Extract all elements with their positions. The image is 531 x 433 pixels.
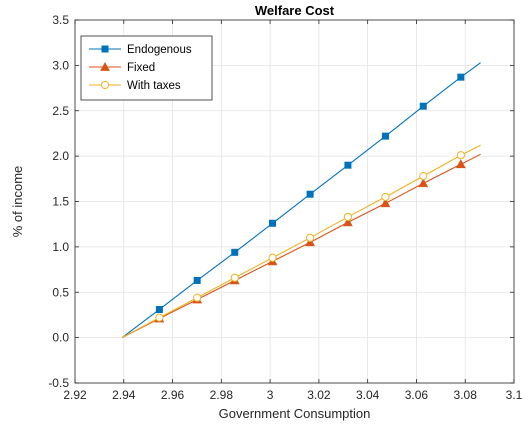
data-point xyxy=(419,171,428,181)
data-point xyxy=(456,151,465,160)
data-point xyxy=(269,219,277,227)
y-tick-label: 2.5 xyxy=(52,104,69,118)
legend: Endogenous Fixed With taxes xyxy=(80,35,213,101)
legend-marker xyxy=(100,80,110,90)
legend-label: Fixed xyxy=(127,62,155,74)
data-point xyxy=(343,217,353,227)
y-tick-label: 3.0 xyxy=(52,58,69,72)
y-tick-label: 1.5 xyxy=(52,195,69,209)
series-layer xyxy=(121,62,481,339)
data-point xyxy=(268,253,277,262)
y-tick-label: 2.0 xyxy=(52,149,69,163)
x-tick-label: 3.04 xyxy=(356,388,380,402)
legend-label: With taxes xyxy=(127,80,181,92)
data-point xyxy=(343,212,353,222)
chart-title: Welfare Cost xyxy=(255,3,335,18)
series-endogenous xyxy=(121,62,481,339)
y-tick-label: 1.0 xyxy=(52,240,69,254)
y-tick-label: 0.5 xyxy=(52,285,69,299)
series-with-taxes xyxy=(121,144,481,339)
legend-marker xyxy=(100,61,110,71)
y-tick-label: -0.5 xyxy=(48,376,69,390)
data-point xyxy=(230,273,239,282)
x-axis-label: Government Consumption xyxy=(219,406,371,421)
data-point xyxy=(193,293,202,302)
x-tick-label: 2.94 xyxy=(112,388,136,402)
x-tick-label: 3.1 xyxy=(506,388,523,402)
data-point xyxy=(155,305,163,313)
data-point xyxy=(193,276,201,284)
data-point xyxy=(455,159,466,169)
legend-marker xyxy=(101,45,109,53)
axis-ticks: 2.92 2.94 2.96 2.98 3 3.02 3.04 3.06 3.08 3.1 -0.5… xyxy=(48,13,522,402)
data-point xyxy=(344,161,352,169)
x-tick-label: 3 xyxy=(267,388,274,402)
data-point xyxy=(381,192,390,202)
y-axis-label: % of income xyxy=(10,166,25,238)
data-point xyxy=(419,102,427,110)
data-point xyxy=(381,132,389,140)
y-tick-label: 3.5 xyxy=(52,13,69,27)
x-tick-label: 2.92 xyxy=(63,388,87,402)
x-tick-label: 2.98 xyxy=(210,388,234,402)
legend-label: Endogenous xyxy=(127,44,192,56)
data-point xyxy=(457,73,465,81)
x-tick-label: 3.06 xyxy=(405,388,429,402)
data-point xyxy=(306,233,315,242)
y-tick-label: 0.0 xyxy=(52,331,69,345)
data-point xyxy=(155,313,164,322)
data-point xyxy=(380,198,391,208)
x-tick-label: 2.96 xyxy=(161,388,185,402)
x-tick-label: 3.02 xyxy=(307,388,331,402)
data-point xyxy=(306,190,314,198)
data-point xyxy=(231,248,239,256)
data-point xyxy=(418,178,429,188)
x-tick-label: 3.08 xyxy=(454,388,478,402)
